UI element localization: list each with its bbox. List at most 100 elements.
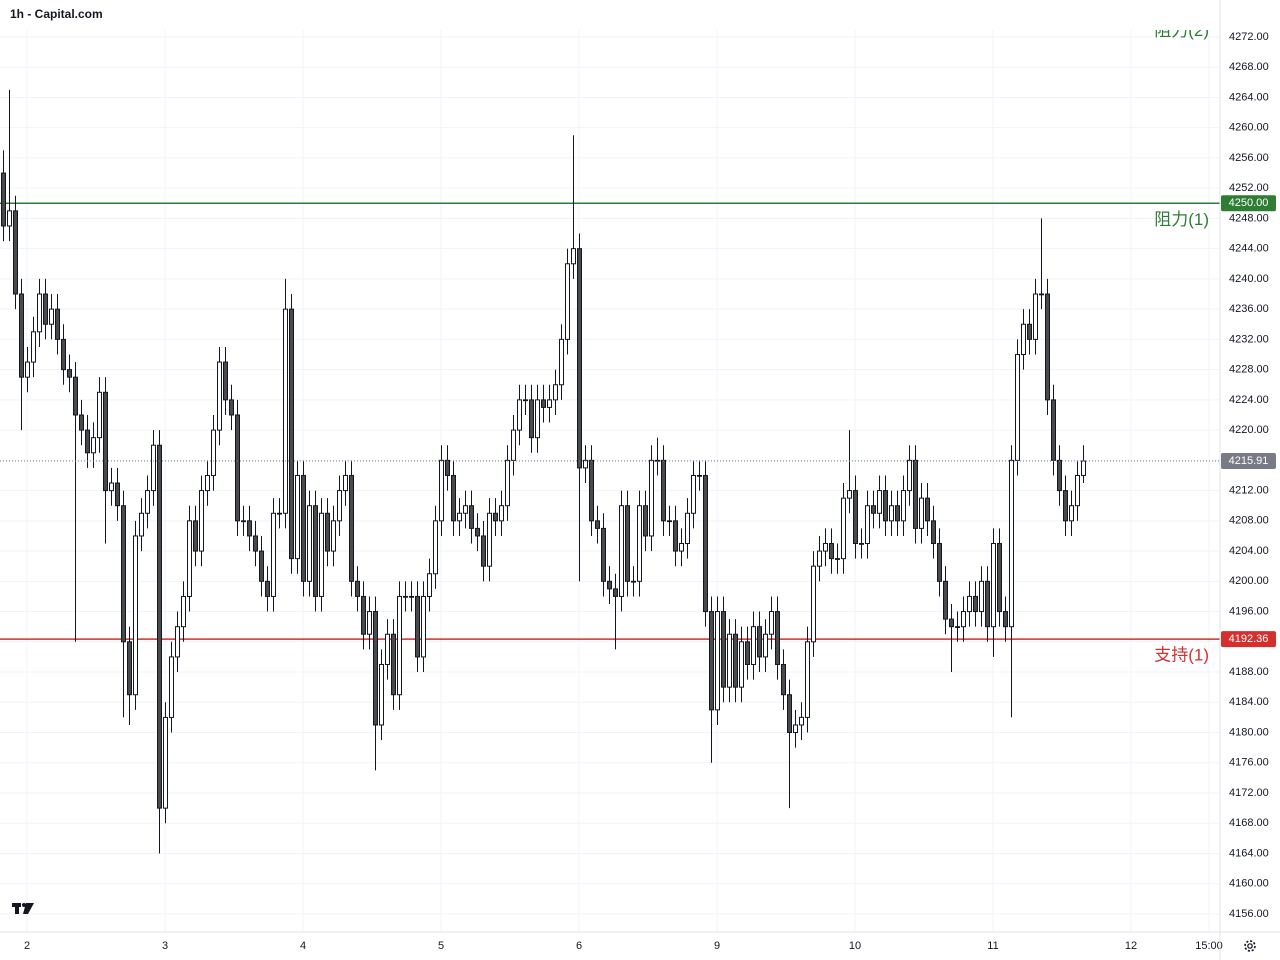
candle-body xyxy=(499,505,504,522)
candle-body xyxy=(967,595,972,613)
candle-body xyxy=(337,490,342,522)
candle-body xyxy=(751,626,756,665)
y-tick-label: 4232.00 xyxy=(1229,333,1269,345)
candle-body xyxy=(697,474,702,477)
candle-body xyxy=(553,384,558,401)
y-tick-label: 4184.00 xyxy=(1229,696,1269,708)
candle-body xyxy=(901,490,906,522)
candle-body xyxy=(853,490,858,545)
candle-body xyxy=(631,580,636,583)
candle-body xyxy=(781,663,786,696)
candle-body xyxy=(673,520,678,552)
candle-body xyxy=(601,527,606,582)
last-price-label: 4215.91 xyxy=(1229,455,1269,467)
candle-body xyxy=(727,633,732,688)
candle-body xyxy=(775,611,780,665)
candle-body xyxy=(229,399,234,416)
candle-body xyxy=(7,210,12,227)
y-tick-label: 4160.00 xyxy=(1229,878,1269,890)
candle-body xyxy=(133,535,138,696)
candle-body xyxy=(637,505,642,582)
candle-body xyxy=(757,626,762,658)
candle-body xyxy=(481,535,486,567)
candle-body xyxy=(367,611,372,635)
level-name: 支持(1) xyxy=(1154,646,1209,665)
candle-body xyxy=(181,595,186,628)
candle-body xyxy=(61,338,66,371)
candle-body xyxy=(445,459,450,476)
candle-body xyxy=(1027,323,1032,340)
y-tick-label: 4172.00 xyxy=(1229,787,1269,799)
x-tick-label: 12 xyxy=(1125,940,1137,952)
candle-body xyxy=(313,505,318,597)
candle-body xyxy=(595,520,600,529)
candle-body xyxy=(703,474,708,613)
y-tick-label: 4272.00 xyxy=(1229,31,1269,43)
x-tick-label: 2 xyxy=(24,940,30,952)
candle-body xyxy=(265,580,270,597)
candle-body xyxy=(919,497,924,529)
plot-layer: 阻力(2) 阻力(1) 支持(1) xyxy=(0,21,1220,854)
candle-body xyxy=(985,580,990,628)
candle-body xyxy=(559,338,564,386)
candle-body xyxy=(217,361,222,431)
y-tick-label: 4188.00 xyxy=(1229,666,1269,678)
level-name: 阻力(1) xyxy=(1154,210,1209,229)
candle-body xyxy=(1033,293,1038,340)
candle-body xyxy=(943,580,948,620)
candle-body xyxy=(763,633,768,658)
candle-body xyxy=(373,611,378,726)
candle-body xyxy=(67,369,72,378)
candle-body xyxy=(523,399,528,402)
candle-body xyxy=(799,716,804,726)
level-name: 阻力(2) xyxy=(1154,21,1209,40)
candle-body xyxy=(295,474,300,560)
candle-body xyxy=(865,505,870,545)
candle-body xyxy=(613,588,618,597)
candle-body xyxy=(223,361,228,401)
candle-body xyxy=(379,663,384,726)
candle-body xyxy=(97,391,102,439)
candle-body xyxy=(211,429,216,476)
candle-body xyxy=(805,641,810,718)
x-tick-label: 11 xyxy=(987,940,998,952)
candle-body xyxy=(1,172,6,227)
candle-body xyxy=(13,210,18,295)
candle-body xyxy=(535,399,540,439)
candle-body xyxy=(787,694,792,734)
candle-body xyxy=(649,459,654,537)
candle-body xyxy=(463,505,468,514)
level-price-label: 4250.00 xyxy=(1229,197,1269,209)
candle-body xyxy=(169,656,174,718)
candle-body xyxy=(163,716,168,809)
candle-body xyxy=(1081,460,1086,476)
candle-body xyxy=(349,474,354,582)
candle-body xyxy=(859,543,864,545)
y-tick-label: 4176.00 xyxy=(1229,757,1269,769)
candle-body xyxy=(541,399,546,408)
candle-body xyxy=(433,520,438,575)
x-tick-label: 9 xyxy=(714,940,720,952)
y-tick-label: 4264.00 xyxy=(1229,91,1269,103)
y-tick-label: 4220.00 xyxy=(1229,424,1269,436)
candle-body xyxy=(811,565,816,643)
logo xyxy=(12,903,34,914)
candle-body xyxy=(121,505,126,643)
candle-body xyxy=(403,595,408,598)
candle-body xyxy=(289,308,294,560)
y-tick-label: 4180.00 xyxy=(1229,726,1269,738)
candle-body xyxy=(949,618,954,628)
candle-body xyxy=(241,520,246,523)
candle-body xyxy=(343,474,348,492)
candle-body xyxy=(1057,459,1062,492)
candle-body xyxy=(661,459,666,522)
candle-body xyxy=(883,490,888,522)
candle-body xyxy=(835,558,840,560)
candle-body xyxy=(721,611,726,688)
candle-body xyxy=(577,248,582,469)
candle-body xyxy=(583,459,588,469)
candle-body xyxy=(109,482,114,492)
settings-icon[interactable] xyxy=(1244,940,1256,952)
